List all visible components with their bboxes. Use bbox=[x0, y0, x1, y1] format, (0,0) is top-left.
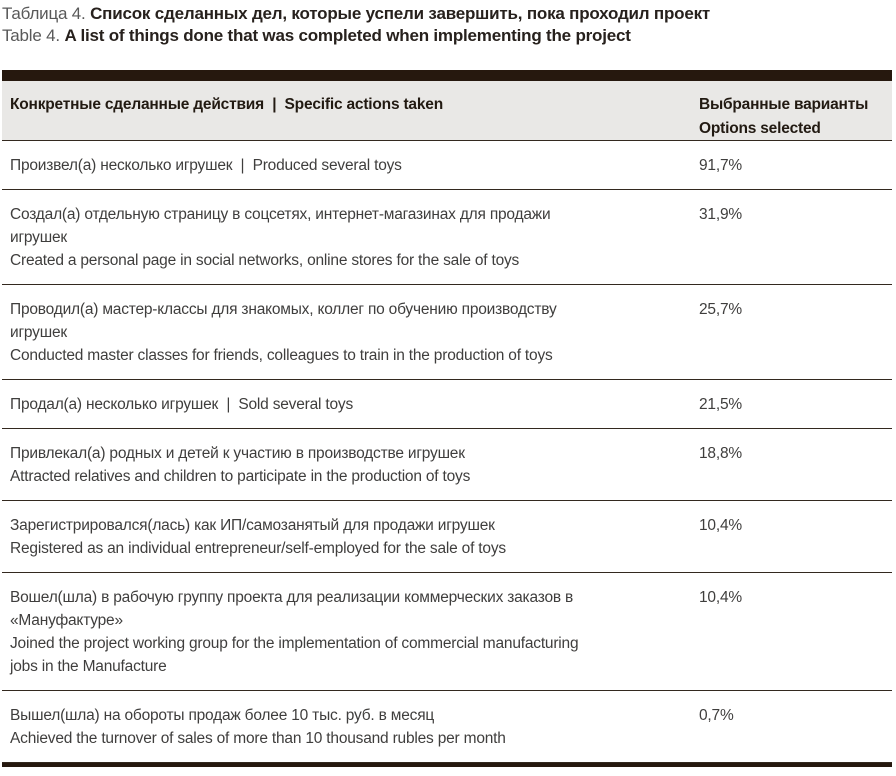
table-row: Произвел(а) несколько игрушек | Produced… bbox=[2, 141, 892, 190]
table-caption: Таблица 4. Список сделанных дел, которые… bbox=[2, 3, 896, 47]
action-cell: Произвел(а) несколько игрушек | Produced… bbox=[10, 157, 402, 174]
table-caption-en-label: Table 4. bbox=[2, 26, 60, 45]
action-cell: Вышел(шла) на обороты продаж более 10 ты… bbox=[10, 707, 506, 747]
value-cell: 31,9% bbox=[699, 206, 742, 223]
value-cell: 10,4% bbox=[699, 589, 742, 606]
results-table: Конкретные сделанные действия | Specific… bbox=[2, 70, 892, 767]
value-cell: 10,4% bbox=[699, 517, 742, 534]
table-row: Продал(а) несколько игрушек | Sold sever… bbox=[2, 380, 892, 429]
value-cell: 91,7% bbox=[699, 157, 742, 174]
table-top-border bbox=[2, 70, 892, 81]
value-cell: 0,7% bbox=[699, 707, 734, 724]
table-row: Проводил(а) мастер-классы для знакомых, … bbox=[2, 285, 892, 380]
value-cell: 18,8% bbox=[699, 445, 742, 462]
table-caption-en: Table 4. A list of things done that was … bbox=[2, 25, 896, 47]
table-row: Зарегистрировался(лась) как ИП/самозанят… bbox=[2, 501, 892, 573]
column-header-actions: Конкретные сделанные действия | Specific… bbox=[10, 96, 443, 113]
action-cell: Продал(а) несколько игрушек | Sold sever… bbox=[10, 396, 353, 413]
table-row: Привлекал(а) родных и детей к участию в … bbox=[2, 429, 892, 501]
table-header-row: Конкретные сделанные действия | Specific… bbox=[2, 81, 892, 141]
table-caption-ru: Таблица 4. Список сделанных дел, которые… bbox=[2, 3, 896, 25]
action-cell: Создал(а) отдельную страницу в соцсетях,… bbox=[10, 206, 551, 269]
table-caption-en-text: A list of things done that was completed… bbox=[64, 26, 631, 45]
action-cell: Проводил(а) мастер-классы для знакомых, … bbox=[10, 301, 557, 364]
action-cell: Привлекал(а) родных и детей к участию в … bbox=[10, 445, 471, 485]
table-caption-ru-text: Список сделанных дел, которые успели зав… bbox=[90, 4, 711, 23]
table-row: Вошел(шла) в рабочую группу проекта для … bbox=[2, 573, 892, 691]
action-cell: Зарегистрировался(лась) как ИП/самозанят… bbox=[10, 517, 506, 557]
value-cell: 25,7% bbox=[699, 301, 742, 318]
table-row: Создал(а) отдельную страницу в соцсетях,… bbox=[2, 190, 892, 285]
table-row: Вышел(шла) на обороты продаж более 10 ты… bbox=[2, 691, 892, 763]
table-bottom-border bbox=[2, 763, 892, 767]
table-caption-ru-label: Таблица 4. bbox=[2, 4, 86, 23]
column-header-options: Выбранные варианты Options selected bbox=[699, 96, 869, 137]
value-cell: 21,5% bbox=[699, 396, 742, 413]
action-cell: Вошел(шла) в рабочую группу проекта для … bbox=[10, 589, 579, 675]
